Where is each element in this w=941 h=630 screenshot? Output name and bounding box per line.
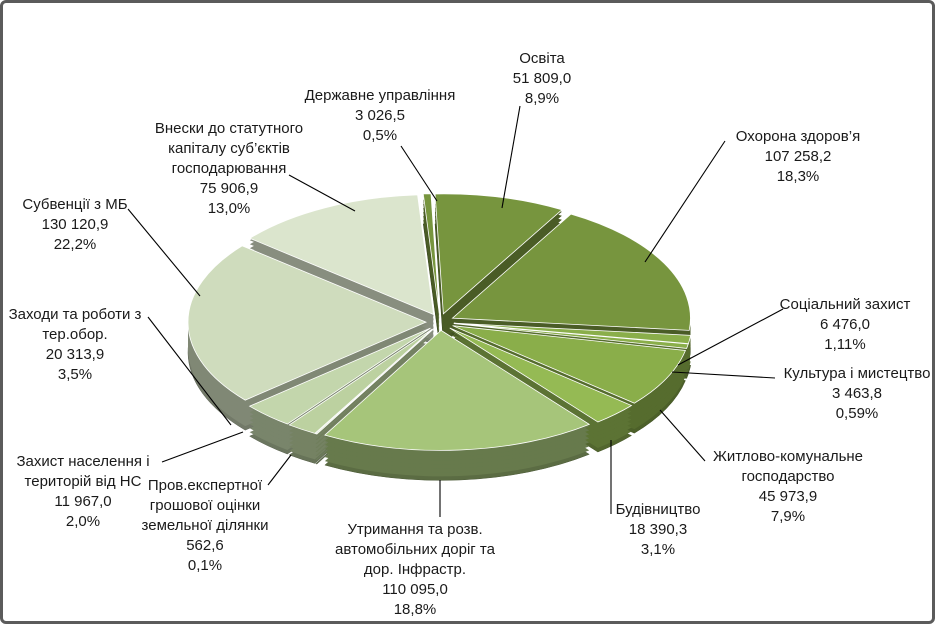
data-label-3: Культура і мистецтво 3 463,8 0,59% (784, 365, 931, 422)
data-label-line: Заходи та роботи з (9, 306, 142, 323)
data-label-line: 3,1% (641, 541, 675, 558)
pie-slice-11 (248, 194, 435, 316)
data-label-line: 562,6 (186, 537, 224, 554)
pie-slice-depth-7 (315, 335, 434, 441)
data-label-line: тер.обор. (42, 326, 107, 343)
pie-slice-8 (288, 328, 433, 434)
leader-line-2 (677, 308, 784, 366)
data-label-7: Пров.експертної грошової оцінки земельної … (142, 477, 269, 574)
data-label-line: 0,5% (363, 127, 397, 144)
data-label-line: 1,11% (824, 336, 865, 353)
data-label-line: Соціальний захист (780, 296, 911, 313)
data-label-line: капіталу суб’єктів (168, 140, 290, 157)
leader-line-12 (400, 145, 438, 202)
data-label-line: 3,5% (58, 366, 92, 383)
data-label-line: Освіта (519, 50, 565, 67)
pie-slice-10 (187, 245, 428, 401)
pie-slice-depth-12 (423, 211, 440, 332)
pie-slice-3 (453, 323, 689, 349)
data-label-line: грошової оцінки (150, 497, 261, 514)
pie-slice-depth-12 (423, 215, 440, 336)
data-label-line: 51 809,0 (513, 70, 571, 87)
data-label-0: Освіта 51 809,0 8,9% (513, 50, 571, 107)
leader-line-1 (644, 140, 726, 263)
leader-line-11 (288, 174, 356, 212)
pie-slice-6 (324, 329, 591, 451)
data-label-line: 110 095,0 (382, 581, 448, 598)
data-label-10: Субвенції з МБ 130 120,9 22,2% (22, 196, 127, 253)
data-label-line: Будівництво (616, 501, 701, 518)
data-label-line: Субвенції з МБ (22, 196, 127, 213)
data-label-line: 18,3% (777, 168, 820, 185)
data-label-line: Внески до статутного (155, 120, 303, 137)
leader-line-7 (267, 454, 292, 486)
data-label-11: Внески до статутного капіталу суб’єктів го… (155, 120, 303, 217)
pie-slice-depth-12 (423, 219, 440, 340)
leader-line-0 (501, 105, 521, 209)
pie-slice-0 (434, 193, 563, 315)
data-label-line: Охорона здоров’я (736, 128, 860, 145)
pie-slice-2 (453, 322, 692, 345)
leader-line-10 (127, 208, 201, 297)
pie-slice-9 (248, 327, 431, 425)
data-label-line: автомобільних доріг та (335, 541, 496, 558)
data-label-12: Державне управління 3 026,5 0,5% (305, 87, 456, 144)
pie-slice-depth-12 (423, 207, 440, 328)
data-label-line: 6 476,0 (820, 316, 870, 333)
pie-slice-4 (452, 325, 687, 404)
data-label-line: 7,9% (771, 508, 805, 525)
data-label-line: 18 390,3 (629, 521, 687, 538)
pie-slice-depth-12 (423, 203, 440, 324)
data-label-8: Захист населення і територій від НС 11 967… (16, 453, 149, 530)
data-label-line: 75 906,9 (200, 180, 258, 197)
data-label-line: Захист населення і (16, 453, 149, 470)
leader-line-3 (671, 371, 776, 379)
data-label-line: 3 026,5 (355, 107, 405, 124)
data-label-line: 0,59% (836, 405, 879, 422)
data-label-line: дор. Інфрастр. (364, 561, 466, 578)
data-label-line: 0,1% (188, 557, 222, 574)
data-label-line: земельної ділянки (142, 517, 269, 534)
data-label-line: господарювання (172, 160, 287, 177)
data-label-line: господарство (741, 468, 834, 485)
data-label-line: 8,9% (525, 90, 559, 107)
data-label-line: Культура і мистецтво (784, 365, 931, 382)
pie-slice-1 (451, 213, 691, 331)
data-label-line: Пров.експертної (148, 477, 263, 494)
data-label-4: Житлово-комунальне господарство 45 973,9 7,… (713, 448, 863, 525)
leader-line-8 (161, 431, 244, 463)
data-label-5: Будівництво 18 390,3 3,1% (616, 501, 701, 558)
pie-slice-12 (422, 193, 440, 314)
data-label-line: 22,2% (54, 236, 97, 253)
data-label-9: Заходи та роботи з тер.обор. 20 313,9 3,5% (9, 306, 142, 383)
data-label-line: 13,0% (208, 200, 251, 217)
data-label-line: 130 120,9 (42, 216, 109, 233)
data-label-2: Соціальний захист 6 476,0 1,11% (780, 296, 911, 353)
leader-line-4 (659, 409, 706, 462)
data-label-line: 107 258,2 (765, 148, 832, 165)
data-label-line: Житлово-комунальне (713, 448, 863, 465)
pie-slice-7 (314, 329, 434, 435)
data-label-line: Утримання та розв. (347, 521, 482, 538)
data-label-line: 18,8% (394, 601, 437, 618)
data-label-line: 11 967,0 (54, 493, 111, 510)
pie-slice-5 (449, 327, 633, 423)
data-label-6: Утримання та розв. автомобільних доріг та… (335, 521, 496, 618)
data-label-line: Державне управління (305, 87, 456, 104)
data-label-line: 45 973,9 (759, 488, 817, 505)
data-label-line: територій від НС (25, 473, 142, 490)
data-label-line: 20 313,9 (46, 346, 104, 363)
data-label-1: Охорона здоров’я 107 258,2 18,3% (736, 128, 860, 185)
leader-line-9 (147, 316, 232, 426)
pie-slice-depth-7 (315, 331, 434, 437)
data-label-line: 2,0% (66, 513, 100, 530)
pie-slice-depth-12 (423, 199, 440, 320)
data-label-line: 3 463,8 (832, 385, 882, 402)
